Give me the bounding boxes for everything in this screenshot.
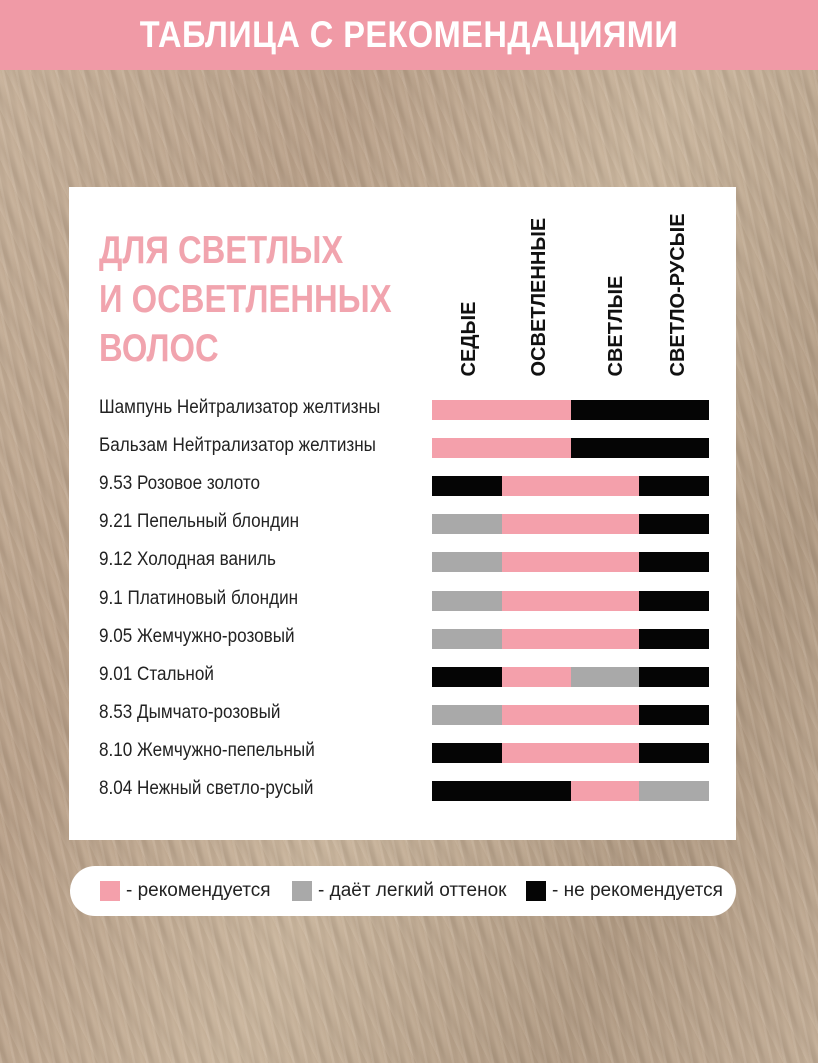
rating-cell-light-tint: [639, 781, 709, 801]
legend-label-light-tint: - даёт легкий оттенок: [318, 880, 507, 901]
rating-cell-not-recommended: [639, 476, 709, 496]
row-label: 9.05 Жемчужно-розовый: [99, 626, 295, 647]
recommendation-table: ДЛЯ СВЕТЛЫХ И ОСВЕТЛЕННЫХ ВОЛОС СЕДЫЕ ОС…: [69, 187, 736, 840]
legend-item-not-recommended: - не рекомендуется: [526, 866, 723, 916]
rating-cell-recommended: [432, 438, 503, 458]
legend-item-light-tint: - даёт легкий оттенок: [292, 866, 507, 916]
rating-cell-recommended: [502, 400, 572, 420]
column-header-bleached-label: ОСВЕТЛЕННЫЕ: [528, 217, 550, 377]
rating-cell-not-recommended: [432, 476, 503, 496]
rating-cell-light-tint: [432, 705, 503, 725]
row-label: 8.04 Нежный светло-русый: [99, 778, 314, 799]
legend-swatch-light-tint: [292, 881, 312, 901]
rating-cell-recommended: [502, 705, 572, 725]
legend-item-recommended: - рекомендуется: [100, 866, 271, 916]
row-label: Шампунь Нейтрализатор желтизны: [99, 397, 381, 418]
rating-cell-recommended: [502, 629, 572, 649]
rating-cell-not-recommended: [639, 400, 709, 420]
rating-cell-not-recommended: [502, 781, 572, 801]
legend-swatch-recommended: [100, 881, 120, 901]
rating-cell-recommended: [502, 591, 572, 611]
column-header-bleached: ОСВЕТЛЕННЫЕ: [510, 218, 550, 388]
rating-cell-recommended: [571, 629, 640, 649]
rating-cell-not-recommended: [639, 743, 709, 763]
rating-cell-not-recommended: [639, 705, 709, 725]
banner-title: ТАБЛИЦА С РЕКОМЕНДАЦИЯМИ: [139, 14, 679, 55]
rating-cell-light-tint: [432, 514, 503, 534]
heading-line-3: ВОЛОС: [99, 327, 219, 370]
rating-cell-not-recommended: [639, 514, 709, 534]
heading-line-2: И ОСВЕТЛЕННЫХ: [99, 278, 392, 321]
rating-cell-recommended: [571, 552, 640, 572]
column-header-light-label: СВЕТЛЫЕ: [605, 275, 627, 377]
rating-cell-not-recommended: [639, 629, 709, 649]
legend-label-not-recommended: - не рекомендуется: [552, 880, 723, 901]
rating-cell-not-recommended: [639, 438, 709, 458]
row-label: 8.10 Жемчужно-пепельный: [99, 740, 315, 761]
rating-cell-recommended: [502, 743, 572, 763]
rating-cell-recommended: [571, 514, 640, 534]
row-label: 9.01 Стальной: [99, 664, 214, 685]
heading-line-1: ДЛЯ СВЕТЛЫХ: [99, 229, 344, 272]
rating-cell-recommended: [571, 743, 640, 763]
column-header-gray-label: СЕДЫЕ: [458, 301, 480, 377]
rating-cell-recommended: [571, 476, 640, 496]
rating-cell-recommended: [571, 591, 640, 611]
rating-cell-light-tint: [432, 552, 503, 572]
row-label: 9.1 Платиновый блондин: [99, 588, 299, 609]
rating-cell-not-recommended: [639, 667, 709, 687]
rating-cell-recommended: [502, 552, 572, 572]
title-banner: ТАБЛИЦА С РЕКОМЕНДАЦИЯМИ: [0, 0, 818, 70]
rating-cell-not-recommended: [639, 552, 709, 572]
column-header-light-brown: СВЕТЛО-РУСЫЕ: [649, 213, 689, 388]
rating-cell-light-tint: [571, 667, 640, 687]
column-header-gray: СЕДЫЕ: [440, 218, 480, 388]
rating-cell-light-tint: [432, 629, 503, 649]
row-label: 9.12 Холодная ваниль: [99, 549, 276, 570]
rating-cell-light-tint: [432, 591, 503, 611]
column-header-light-brown-label: СВЕТЛО-РУСЫЕ: [667, 213, 689, 377]
row-label: Бальзам Нейтрализатор желтизны: [99, 435, 376, 456]
rating-cell-recommended: [432, 400, 503, 420]
row-label: 9.53 Розовое золото: [99, 473, 261, 494]
rating-cell-not-recommended: [571, 400, 640, 420]
rating-cell-not-recommended: [571, 438, 640, 458]
row-label: 9.21 Пепельный блондин: [99, 511, 300, 532]
rating-cell-not-recommended: [639, 591, 709, 611]
rating-cell-recommended: [502, 514, 572, 534]
row-label: 8.53 Дымчато-розовый: [99, 702, 281, 723]
column-header-light: СВЕТЛЫЕ: [587, 218, 627, 388]
rating-cell-not-recommended: [432, 743, 503, 763]
rating-cell-not-recommended: [432, 667, 503, 687]
rating-cell-recommended: [571, 781, 640, 801]
rating-cell-recommended: [571, 705, 640, 725]
rating-cell-not-recommended: [432, 781, 503, 801]
legend-label-recommended: - рекомендуется: [126, 880, 271, 901]
legend: - рекомендуется - даёт легкий оттенок - …: [70, 866, 736, 916]
legend-swatch-not-recommended: [526, 881, 546, 901]
rating-cell-recommended: [502, 476, 572, 496]
rating-cell-recommended: [502, 438, 572, 458]
rating-cell-recommended: [502, 667, 572, 687]
